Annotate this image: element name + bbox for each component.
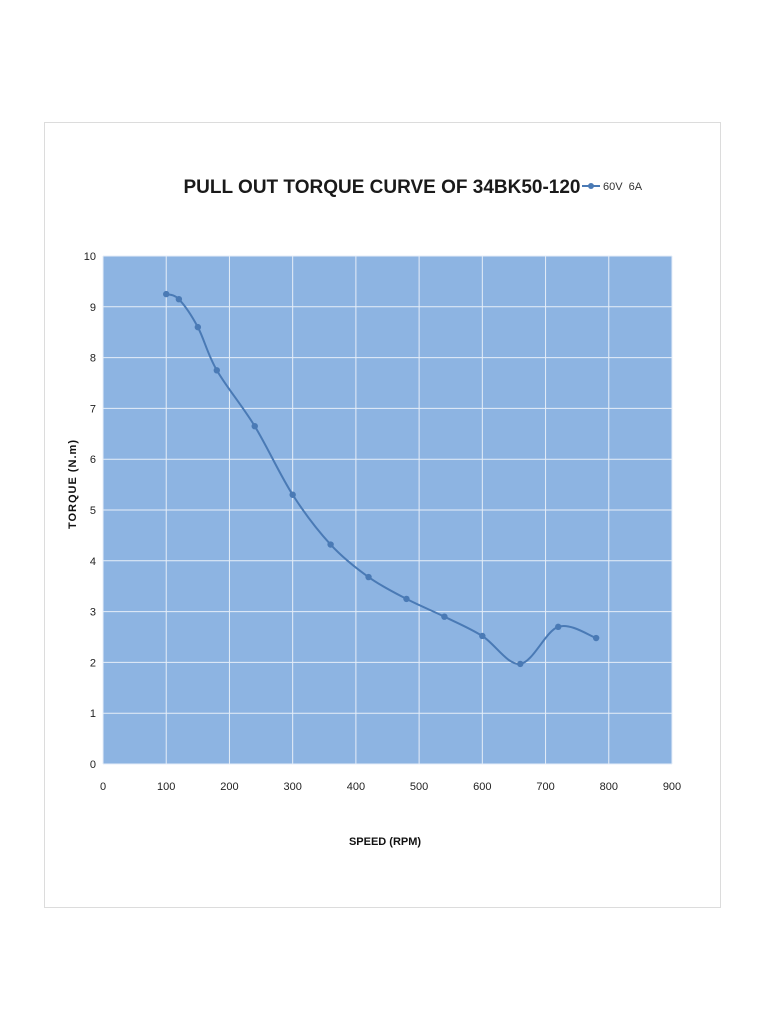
y-tick-label: 10 — [84, 251, 96, 263]
legend-marker — [588, 183, 594, 189]
x-tick-label: 600 — [473, 781, 491, 793]
x-tick-label: 400 — [347, 781, 365, 793]
series-line — [165, 293, 597, 665]
data-point — [213, 367, 220, 374]
x-tick-label: 900 — [663, 781, 681, 793]
y-tick-label: 4 — [90, 556, 96, 568]
x-tick-label: 200 — [220, 781, 238, 793]
legend: 60V 6A — [582, 181, 643, 193]
y-tick-label: 7 — [90, 403, 96, 415]
chart-title: PULL OUT TORQUE CURVE OF 34BK50-120 — [184, 177, 581, 198]
x-tick-label: 700 — [536, 781, 554, 793]
x-tick-label: 800 — [600, 781, 618, 793]
data-point — [403, 595, 410, 603]
x-tick-label: 300 — [283, 781, 301, 793]
x-tick-label: 100 — [157, 781, 175, 793]
y-tick-label: 8 — [90, 353, 96, 365]
data-point — [327, 541, 334, 548]
y-tick-label: 9 — [90, 302, 96, 314]
y-tick-labels: 0 1 2 3 4 5 6 7 8 9 10 — [84, 251, 96, 771]
y-tick-label: 6 — [90, 454, 96, 466]
x-tick-labels: 0 100 200 300 400 500 600 700 800 900 — [100, 781, 681, 793]
series-group — [163, 290, 600, 668]
data-point — [555, 623, 562, 631]
y-tick-label: 5 — [90, 505, 96, 517]
y-tick-label: 0 — [90, 759, 96, 771]
x-tick-label: 0 — [100, 781, 106, 793]
data-point — [365, 573, 372, 581]
grid-lines — [102, 255, 673, 765]
x-axis-label: SPEED (RPM) — [349, 836, 421, 848]
data-point — [194, 323, 202, 331]
data-point — [251, 422, 258, 430]
x-tick-label: 500 — [410, 781, 428, 793]
data-point — [592, 634, 600, 642]
data-point — [479, 632, 486, 640]
y-tick-label: 2 — [90, 657, 96, 669]
y-tick-label: 1 — [90, 708, 96, 720]
y-axis-label: TORQUE (N.m) — [67, 439, 79, 529]
data-point — [175, 295, 183, 303]
data-point — [517, 660, 524, 668]
y-tick-label: 3 — [90, 607, 96, 619]
legend-label: 60V 6A — [603, 181, 643, 193]
data-point — [441, 613, 448, 620]
data-point — [289, 491, 296, 498]
data-point — [163, 290, 170, 298]
